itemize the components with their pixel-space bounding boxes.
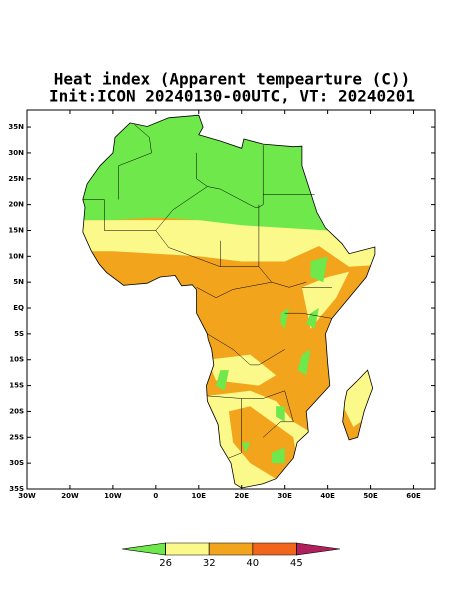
field-cool (297, 349, 311, 376)
y-tick-label: 25N (8, 175, 24, 183)
subtitle: Init:ICON 20240130-00UTC, VT: 20240201 (49, 87, 415, 106)
y-tick-label: 15N (8, 226, 24, 234)
field-cool (310, 256, 328, 283)
border (263, 421, 294, 438)
border (196, 281, 272, 298)
coastline (82, 114, 376, 489)
x-tick-label: 10E (192, 492, 207, 500)
y-tick-label: EQ (13, 304, 24, 312)
border (284, 312, 332, 319)
y-tick-label: 35S (9, 485, 24, 493)
y-tick-label: 20S (9, 407, 24, 415)
colorbar-swatch (296, 542, 341, 556)
x-tick-label: 30E (277, 492, 292, 500)
x-tick-label: 60E (406, 492, 421, 500)
x-tick-label: 40E (320, 492, 335, 500)
y-tick-label: 35N (8, 123, 24, 131)
colorbar-label: 40 (246, 558, 259, 569)
y-tick-label: 30S (9, 459, 24, 467)
border (228, 398, 242, 459)
y-tick-label: 5S (14, 330, 24, 338)
x-tick-label: 20E (234, 492, 249, 500)
border (207, 333, 285, 366)
colorbar-swatch (121, 542, 166, 556)
field-cool (306, 308, 319, 329)
colorbar-swatch (252, 542, 297, 556)
x-tick-label: 30W (18, 492, 36, 500)
colorbar-swatch (208, 542, 254, 556)
field-cool (271, 447, 285, 464)
y-tick-label: 10N (8, 252, 24, 260)
field-cool (82, 115, 375, 236)
border (207, 390, 294, 422)
y-tick-label: 15S (9, 382, 24, 390)
colorbar-label: 45 (290, 558, 303, 569)
y-tick-label: 25S (9, 433, 24, 441)
title: Heat index (Apparent tempearture (C)) (54, 70, 410, 89)
x-tick-label: 20W (61, 492, 79, 500)
border (118, 124, 152, 200)
colorbar-label: 32 (203, 558, 216, 569)
x-tick-label: 0 (153, 492, 158, 500)
x-tick-label: 50E (363, 492, 378, 500)
y-tick-label: 20N (8, 201, 24, 209)
heat-field (82, 115, 375, 488)
colorbar-label: 26 (159, 558, 172, 569)
border (82, 186, 208, 231)
x-tick-label: 10W (104, 492, 122, 500)
colorbar-swatch (165, 542, 210, 556)
y-tick-label: 5N (13, 278, 24, 286)
field-cool (276, 406, 285, 422)
border (196, 145, 264, 208)
field-cool (241, 442, 251, 453)
y-tick-label: 30N (8, 149, 24, 157)
field-cool (216, 370, 229, 391)
y-tick-label: 10S (9, 356, 24, 364)
plot-frame (26, 109, 436, 490)
